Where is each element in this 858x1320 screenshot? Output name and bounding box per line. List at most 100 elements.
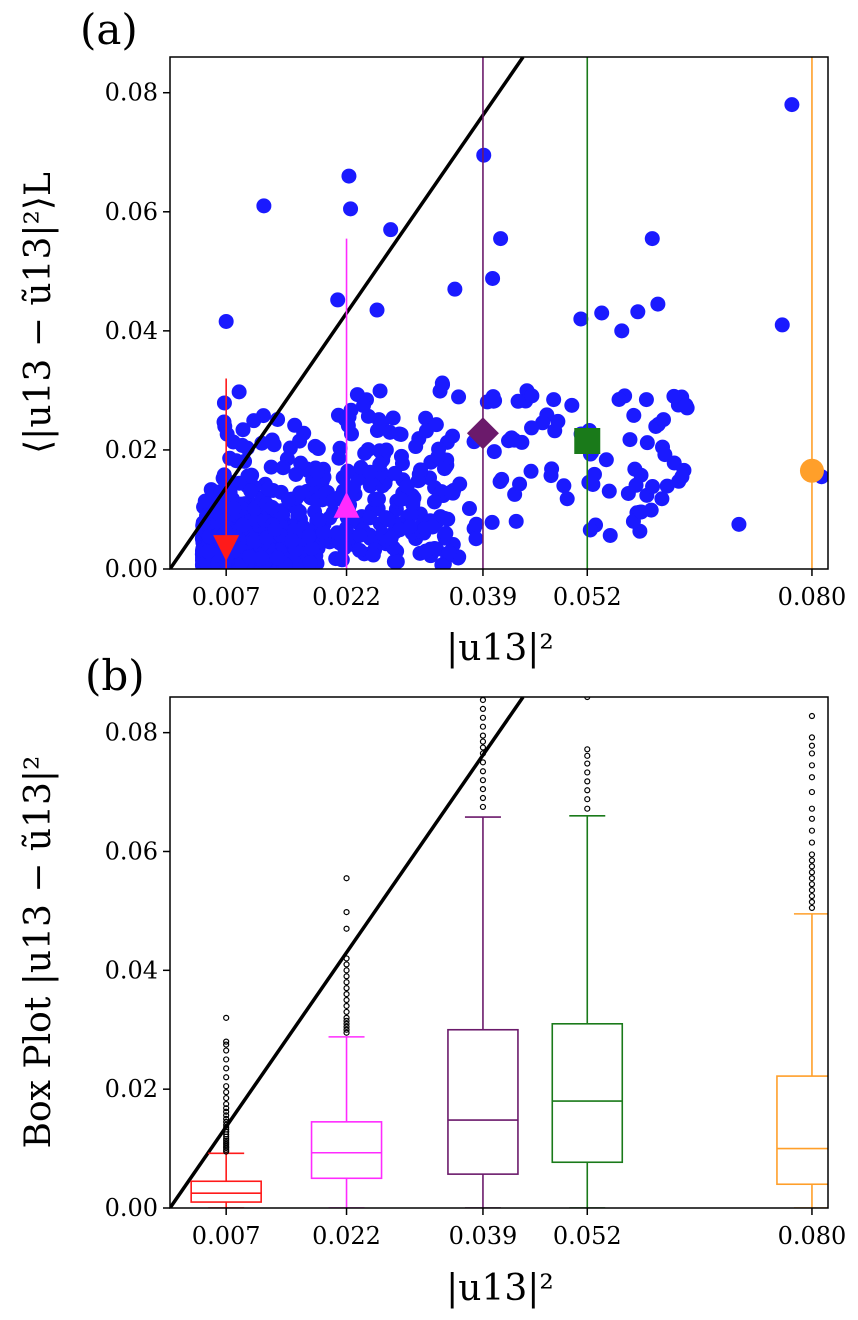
scatter-plot-area [170,57,828,569]
scatter-point [564,397,580,413]
box-outlier-point [223,1074,230,1081]
box-outlier-point [223,1121,230,1128]
scatter-point [399,478,415,494]
scatter-point [235,517,251,533]
scatter-point [246,413,262,429]
box-outlier-point [223,1065,230,1072]
scatter-point [378,442,394,458]
box-iqr [447,1028,519,1175]
y-axis-title-b: Box Plot |u13 − ũ13|² [18,756,59,1149]
scatter-point [508,513,524,529]
scatter-point [362,464,378,480]
x-tick-label: 0.007 [192,583,261,611]
box-outlier-point [808,839,816,846]
scatter-point [394,456,410,472]
scatter-point [654,491,670,507]
x-axis-title-b: |u13|² [446,1268,554,1309]
scatter-point [263,459,279,475]
box-outlier-point [343,955,350,962]
scatter-point [341,168,357,184]
y-tick-label: 0.04 [105,956,158,984]
scatter-point [352,527,368,543]
box-outlier-point [808,857,816,864]
scatter-point [352,542,368,558]
box-outlier-point [808,827,816,834]
box-outlier-point [808,875,816,882]
box-outlier-point [343,990,350,998]
scatter-point [614,323,630,339]
plot-frame-a [169,56,829,570]
scatter-point [393,491,409,507]
scatter-point [280,492,296,508]
box-outlier-point [479,732,487,739]
y-tick-label: 0.08 [105,719,158,747]
scatter-point [349,387,365,403]
scatter-point [292,433,308,449]
box-outlier-point [343,973,350,980]
box-outlier-point [479,705,487,712]
box-outlier-point [479,794,487,802]
scatter-point [219,426,235,442]
box-outlier-point [479,744,487,751]
box-outlier-point [343,961,350,968]
box-outlier-point [479,803,487,811]
box-outlier-point [808,881,816,888]
scatter-point [468,531,484,547]
scatter-point [408,439,424,455]
box-outlier-point [343,1008,350,1016]
box-outlier-point [808,898,816,906]
y-tick-label: 0.08 [105,79,158,107]
scatter-point [362,510,378,526]
scatter-point [485,270,501,286]
scatter-point [269,550,285,566]
scatter-point [639,435,655,451]
box-outlier-point [808,851,816,858]
box-panel-b: (b) 0.00 0.02 0.04 0.06 0.08 0.007 0.022 0.039… [18,651,846,1309]
y-axis-ticks-b: 0.00 0.02 0.04 0.06 0.08 [105,719,170,1222]
y-axis-ticks-a: 0.00 0.02 0.04 0.06 0.08 [105,79,170,583]
y-tick-label: 0.06 [105,198,158,226]
scatter-point [412,462,428,478]
box-outlier-point [343,979,350,986]
x-axis-ticks-a: 0.007 0.022 0.039 0.052 0.080 [192,569,846,611]
scatter-point [774,317,790,333]
scatter-point [656,412,671,428]
y-tick-label: 0.00 [105,1194,158,1222]
box-outlier-point [343,1026,350,1033]
box-outlier-point [808,869,816,876]
box-iqr [310,1121,383,1180]
scatter-point [197,493,213,509]
box-outlier-point [343,1017,350,1024]
scatter-point [510,393,526,409]
scatter-point [485,389,501,405]
scatter-point [226,501,242,517]
scatter-point [512,476,528,492]
scatter-point [585,476,601,492]
panel-b-label: (b) [85,651,145,700]
y-axis-title-a: ⟨|u13 − ũ13|²⟩L [18,172,59,454]
scatter-point [666,388,682,404]
scatter-point [452,476,468,492]
scatter-point [389,554,405,569]
scatter-point [644,231,660,247]
box-outlier-point [584,697,591,701]
box-outlier-point [808,788,816,796]
scatter-point [243,483,259,499]
scatter-point [494,471,510,487]
box-outlier-point [584,760,591,767]
scatter-point [284,533,300,549]
diagonal-line-b [170,697,525,1208]
scatter-point [493,231,509,247]
scatter-point [256,198,272,214]
scatter-point [231,384,247,400]
scatter-point [486,444,502,460]
box-outlier-point [343,1002,350,1010]
marker-square [574,428,601,454]
box-outlier-point [808,805,816,812]
scatter-point [218,313,234,329]
marker-triangle-down [213,535,240,562]
scatter-point [438,525,454,541]
scatter-point [310,441,326,457]
scatter-point [365,547,381,563]
